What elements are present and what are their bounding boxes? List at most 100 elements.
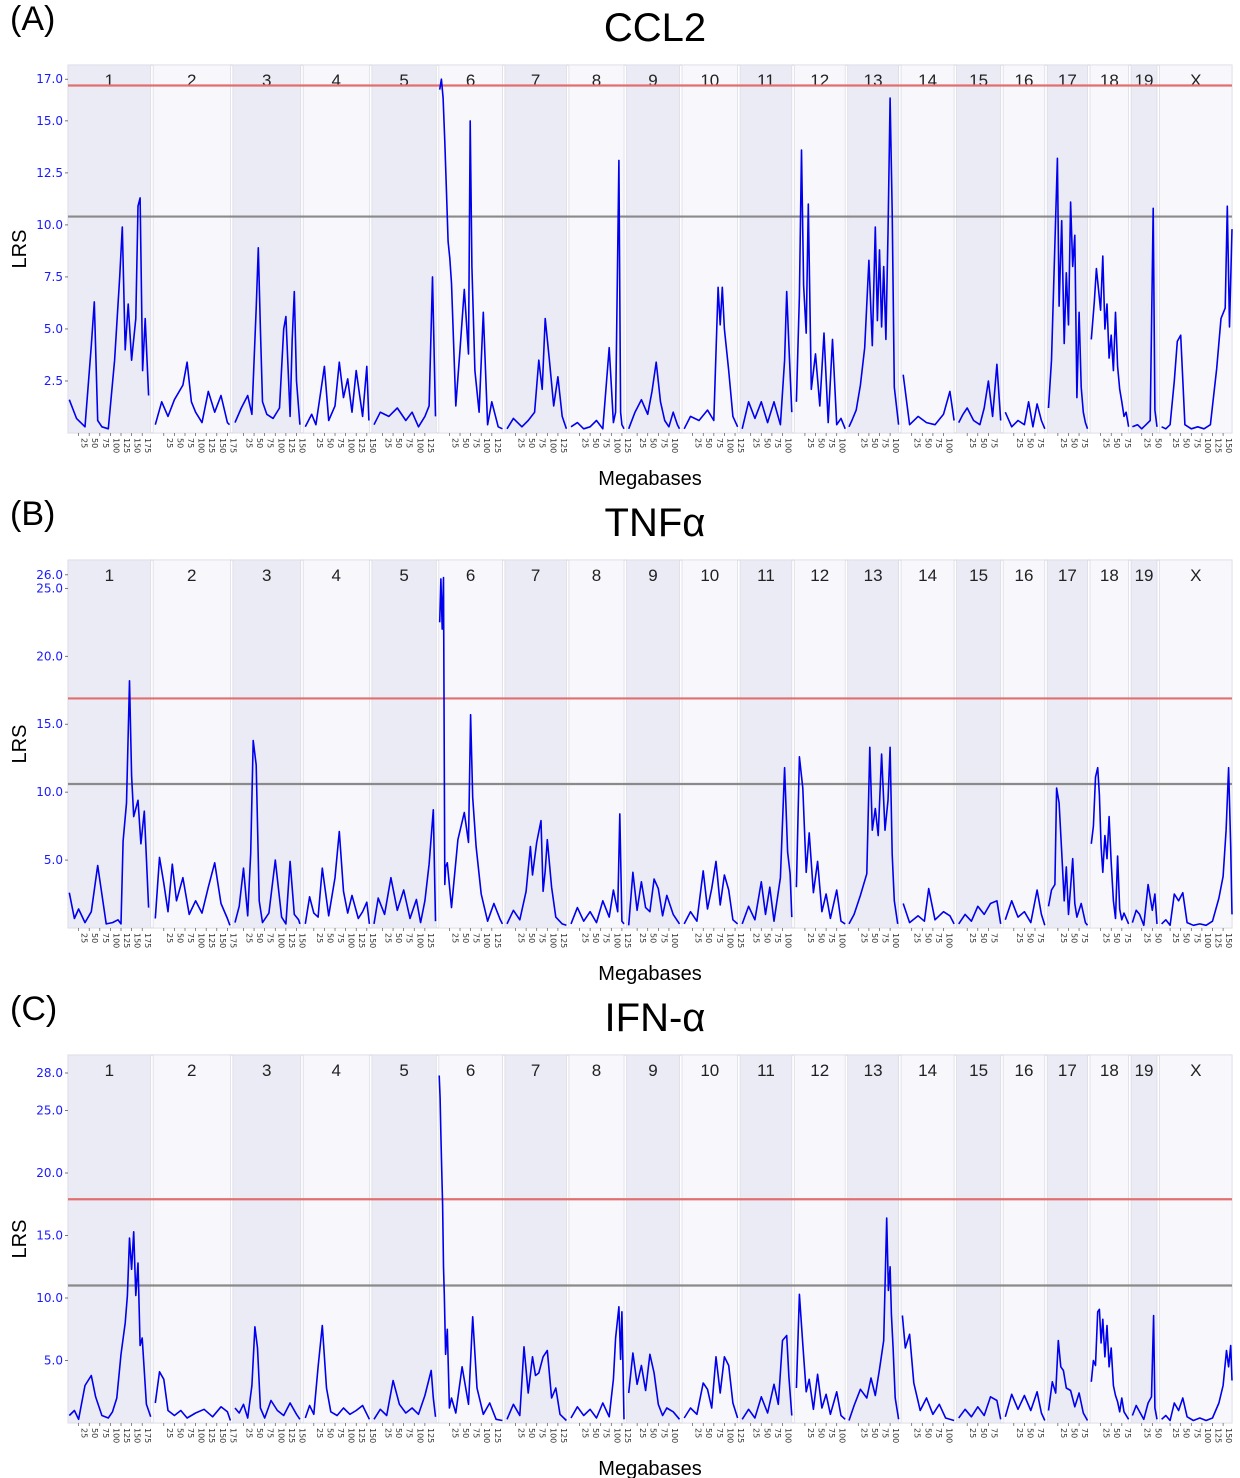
lrs-trace-chr-14 bbox=[902, 887, 955, 925]
x-tick-label: 50 bbox=[1069, 933, 1078, 943]
x-axis-title: Megabases bbox=[598, 468, 701, 490]
x-tick-label: 50 bbox=[1112, 933, 1121, 943]
lrs-trace-chr-6 bbox=[438, 576, 504, 925]
chromosome-band bbox=[1046, 1054, 1088, 1424]
x-tick-label: 25 bbox=[913, 1428, 922, 1438]
x-tick-label: 125 bbox=[122, 1428, 131, 1443]
x-tick-label: 75 bbox=[1080, 933, 1089, 943]
lrs-trace-chr-13 bbox=[848, 97, 900, 428]
x-tick-label: 125 bbox=[287, 438, 296, 453]
x-tick-label: 50 bbox=[255, 438, 264, 448]
lrs-trace-chr-18 bbox=[1090, 1308, 1130, 1420]
x-tick-label: 100 bbox=[612, 933, 621, 948]
chromosome-band bbox=[793, 1054, 846, 1424]
chromosome-label: 13 bbox=[864, 1061, 883, 1080]
chromosome-band bbox=[900, 64, 955, 434]
x-tick-label: 75 bbox=[336, 933, 345, 943]
chromosome-label: 9 bbox=[648, 71, 657, 90]
chromosome-band bbox=[1089, 559, 1130, 929]
lrs-trace-chr-10 bbox=[683, 286, 739, 430]
lrs-trace-chr-17 bbox=[1047, 1339, 1089, 1421]
x-tick-label: 50 bbox=[1153, 438, 1162, 448]
lrs-trace-chr-2 bbox=[154, 361, 231, 426]
x-tick-label: 100 bbox=[1203, 1428, 1212, 1443]
chromosome-band bbox=[1002, 559, 1046, 929]
y-tick-label: 10.0 bbox=[36, 785, 63, 799]
x-tick-label: 75 bbox=[266, 438, 275, 448]
lrs-trace-chr-13 bbox=[848, 746, 899, 925]
lrs-trace-chr-4 bbox=[304, 830, 371, 925]
chromosome-label: 11 bbox=[757, 1061, 775, 1080]
x-tick-label: 50 bbox=[649, 438, 658, 448]
lrs-trace-chr-12 bbox=[795, 755, 846, 925]
x-tick-label: 150 bbox=[218, 438, 227, 453]
y-tick-label: 15.0 bbox=[36, 1229, 63, 1243]
chromosome-band bbox=[302, 64, 370, 434]
x-tick-label: 50 bbox=[817, 933, 826, 943]
x-tick-label: 25 bbox=[450, 933, 459, 943]
chromosome-label: 19 bbox=[1135, 1061, 1154, 1080]
chromosome-label: 1 bbox=[105, 71, 114, 90]
chromosome-label: 4 bbox=[332, 71, 341, 90]
x-tick-label: 25 bbox=[581, 933, 590, 943]
chromosome-band bbox=[847, 559, 899, 929]
x-tick-label: 75 bbox=[827, 1428, 836, 1438]
lrs-trace-chr-3 bbox=[234, 739, 301, 925]
chromosome-label: 18 bbox=[1100, 1061, 1119, 1080]
x-tick-label: 50 bbox=[649, 1428, 658, 1438]
chromosome-band bbox=[371, 64, 437, 434]
x-tick-label: 75 bbox=[101, 933, 110, 943]
x-tick-label: 125 bbox=[426, 933, 435, 948]
x-tick-label: 50 bbox=[175, 438, 184, 448]
x-tick-label: 100 bbox=[111, 438, 120, 453]
chromosome-band bbox=[847, 1054, 899, 1424]
x-tick-label: 100 bbox=[670, 1428, 679, 1443]
lrs-trace-chr-8 bbox=[570, 159, 625, 430]
x-tick-label: 50 bbox=[394, 933, 403, 943]
chromosome-band bbox=[1046, 559, 1088, 929]
x-tick-label: 75 bbox=[773, 933, 782, 943]
x-tick-label: 175 bbox=[143, 933, 152, 948]
lrs-trace-chr-7 bbox=[506, 317, 568, 430]
chromosome-label: 18 bbox=[1100, 566, 1119, 585]
lrs-trace-chr-11 bbox=[741, 1334, 793, 1420]
y-tick-label: 15.0 bbox=[36, 717, 63, 731]
chromosome-label: 2 bbox=[187, 1061, 196, 1080]
x-tick-label: 25 bbox=[638, 1428, 647, 1438]
chromosome-label: 4 bbox=[332, 566, 341, 585]
chromosome-band bbox=[504, 559, 567, 929]
y-tick-label: 5.0 bbox=[44, 1354, 63, 1368]
chromosome-band bbox=[739, 559, 793, 929]
x-tick-label: 75 bbox=[989, 1428, 998, 1438]
chromosome-label: 16 bbox=[1015, 71, 1034, 90]
x-tick-label: 75 bbox=[405, 438, 414, 448]
x-tick-label: 100 bbox=[612, 1428, 621, 1443]
x-tick-label: 125 bbox=[623, 1428, 632, 1443]
x-tick-label: 25 bbox=[694, 438, 703, 448]
x-tick-label: 175 bbox=[228, 933, 237, 948]
x-tick-label: 75 bbox=[602, 438, 611, 448]
x-tick-label: 25 bbox=[968, 1428, 977, 1438]
x-tick-label: 125 bbox=[623, 933, 632, 948]
lrs-trace-chr-11 bbox=[741, 766, 793, 925]
x-tick-label: 125 bbox=[1213, 933, 1222, 948]
x-tick-label: 50 bbox=[762, 438, 771, 448]
x-tick-label: 100 bbox=[548, 933, 557, 948]
lrs-trace-chr-4 bbox=[304, 361, 370, 428]
x-tick-label: 25 bbox=[638, 438, 647, 448]
x-tick-label: 25 bbox=[581, 438, 590, 448]
x-tick-label: 125 bbox=[426, 1428, 435, 1443]
lrs-trace-chr-16 bbox=[1004, 889, 1046, 926]
x-tick-label: 175 bbox=[228, 438, 237, 453]
chromosome-label: 9 bbox=[648, 1061, 657, 1080]
x-tick-label: 175 bbox=[143, 438, 152, 453]
lrs-trace-chr-5 bbox=[373, 808, 437, 925]
x-tick-label: 75 bbox=[266, 1428, 275, 1438]
x-tick-label: 25 bbox=[694, 1428, 703, 1438]
x-tick-label: 75 bbox=[934, 1428, 943, 1438]
lrs-trace-chr-13 bbox=[848, 1217, 900, 1421]
x-tick-label: 75 bbox=[1080, 438, 1089, 448]
lrs-trace-chr-12 bbox=[795, 149, 846, 430]
chromosome-band bbox=[1002, 1054, 1046, 1424]
x-tick-label: 50 bbox=[704, 933, 713, 943]
